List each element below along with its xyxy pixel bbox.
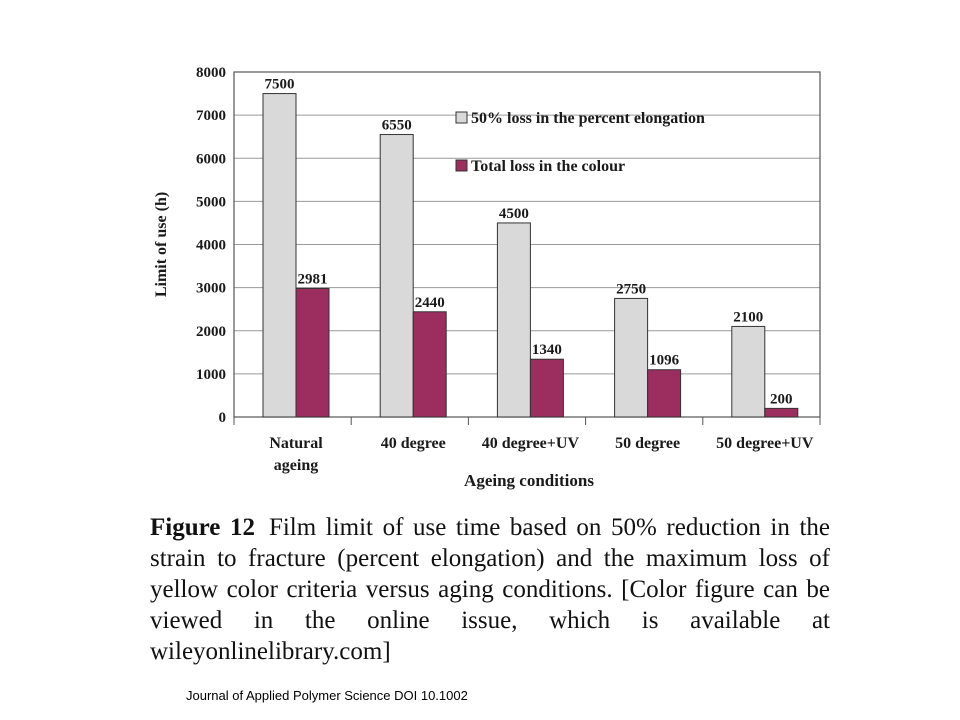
caption-text: Film limit of use time based on 50% redu… <box>150 514 830 665</box>
data-label: 1096 <box>649 353 680 369</box>
y-tick-label: 3000 <box>196 281 226 297</box>
data-label: 7500 <box>265 77 295 93</box>
y-axis-label: Limit of use (h) <box>153 192 170 297</box>
colour-bar <box>412 311 447 418</box>
data-label: 6550 <box>382 118 412 134</box>
x-tick-label: 50 degree+UV <box>716 435 814 452</box>
caption-label: Figure 12 <box>150 514 255 541</box>
x-tick-label: ageing <box>274 457 318 474</box>
y-tick-label: 5000 <box>196 194 226 210</box>
data-label: 1340 <box>532 342 562 358</box>
y-tick-label: 8000 <box>196 65 226 81</box>
colour-bar <box>295 287 330 418</box>
y-tick-label: 1000 <box>196 367 226 383</box>
data-label: 2981 <box>298 271 328 287</box>
data-label: 2440 <box>415 295 445 311</box>
y-tick-label: 4000 <box>196 238 226 254</box>
data-label: 2750 <box>616 281 646 297</box>
y-tick-label: 0 <box>219 410 227 426</box>
data-label: 4500 <box>499 206 529 222</box>
elongation-bar <box>496 222 531 418</box>
y-tick-label: 6000 <box>196 151 226 167</box>
elongation-bar <box>731 325 766 418</box>
y-tick-label: 2000 <box>196 324 226 340</box>
data-label: 200 <box>770 391 793 407</box>
elongation-bar <box>262 93 297 418</box>
x-tick-label: 40 degree+UV <box>482 435 580 452</box>
x-tick-label: 50 degree <box>615 435 680 452</box>
legend-entry: Total loss in the colour <box>471 158 625 175</box>
x-tick-label: 40 degree <box>381 435 446 452</box>
colour-bar <box>529 358 564 418</box>
elongation-bar <box>614 297 649 418</box>
data-label: 2100 <box>733 309 763 325</box>
figure-caption: Figure 12 Film limit of use time based on… <box>150 512 830 667</box>
colour-bar <box>764 407 799 418</box>
elongation-bar <box>379 134 414 418</box>
x-tick-label: Natural <box>269 435 323 452</box>
bar-chart: 0 1000 2000 3000 4000 5000 6000 7000 8000 7500 298… <box>153 65 821 490</box>
legend-swatch <box>455 159 468 172</box>
legend-entry: 50% loss in the percent elongation <box>471 110 705 127</box>
y-tick-label: 7000 <box>196 108 226 124</box>
bar-chart-figure: 0 1000 2000 3000 4000 5000 6000 7000 8000 7500 298… <box>152 60 824 490</box>
legend-swatch <box>455 111 468 124</box>
colour-bar <box>647 369 682 418</box>
x-axis-label: Ageing conditions <box>464 471 594 490</box>
source-citation: Journal of Applied Polymer Science DOI 1… <box>186 688 468 703</box>
